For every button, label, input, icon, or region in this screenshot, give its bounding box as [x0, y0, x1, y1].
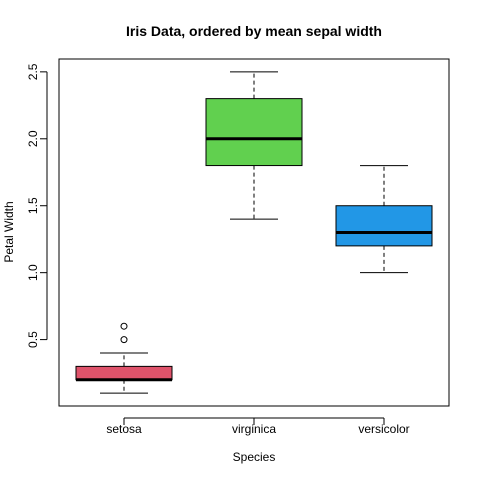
- box-setosa: [75, 322, 173, 394]
- y-axis: 0.5 1.0 1.5 2.0 2.5: [26, 63, 48, 348]
- y-tick-label: 1.0: [26, 264, 40, 281]
- x-axis: setosa virginica versicolor: [106, 417, 410, 436]
- box-virginica: [205, 71, 303, 220]
- boxes: [75, 71, 433, 394]
- chart-title: Iris Data, ordered by mean sepal width: [126, 23, 382, 39]
- outlier-point: [120, 336, 128, 344]
- box-versicolor: [335, 165, 433, 274]
- x-axis-label: Species: [233, 450, 276, 464]
- box-body: [205, 98, 303, 167]
- y-tick-label: 2.0: [26, 130, 40, 147]
- box-body: [75, 365, 173, 381]
- y-tick-label: 1.5: [26, 197, 40, 214]
- outlier-point: [120, 322, 128, 330]
- x-tick-label: setosa: [106, 422, 142, 436]
- y-axis-label: Petal Width: [2, 201, 16, 262]
- y-tick-label: 2.5: [26, 63, 40, 80]
- plot-frame: [58, 58, 450, 407]
- box-body: [335, 205, 433, 247]
- x-tick-label: virginica: [232, 422, 276, 436]
- x-tick-label: versicolor: [358, 422, 409, 436]
- y-tick-label: 0.5: [26, 331, 40, 348]
